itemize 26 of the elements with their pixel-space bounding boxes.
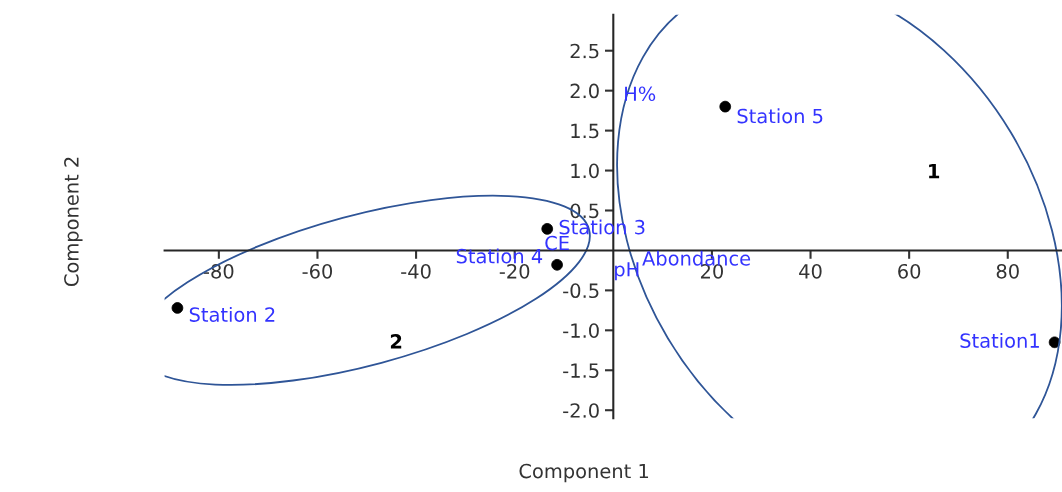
y-tick-label: -0.5 xyxy=(563,283,599,299)
annotation: 1 xyxy=(929,164,940,179)
y-tick-label: -1.5 xyxy=(563,363,599,378)
y-tick-label: 1.5 xyxy=(571,123,599,139)
x-tick-label: 40 xyxy=(799,263,822,279)
y-tick-label: -1.0 xyxy=(563,323,599,338)
y-tick-label: 2.0 xyxy=(570,83,599,99)
y-axis-title: Component 2 xyxy=(64,157,83,287)
annotation: Abondance xyxy=(642,250,751,266)
y-tick-label: -2.0 xyxy=(563,403,599,418)
x-tick-label: -40 xyxy=(401,263,431,279)
x-axis-title: Component 1 xyxy=(519,463,649,483)
x-tick-label: 60 xyxy=(898,263,921,279)
y-tick-label: 1.0 xyxy=(571,163,599,179)
x-tick-label: -20 xyxy=(499,263,530,279)
annotation: Station 5 xyxy=(737,108,823,124)
x-tick-label: -60 xyxy=(302,263,333,279)
annotation: CE xyxy=(545,235,569,251)
annotation: Station 4 xyxy=(456,248,543,264)
y-tick-label: 2.5 xyxy=(570,43,599,59)
x-tick-label: -80 xyxy=(203,263,234,279)
annotation: Station1 xyxy=(960,332,1039,348)
x-tick-label: 80 xyxy=(996,263,1019,279)
annotation: Station 2 xyxy=(189,306,275,322)
annotation: 2 xyxy=(390,334,402,349)
y-tick-label: 0.5 xyxy=(570,203,599,219)
